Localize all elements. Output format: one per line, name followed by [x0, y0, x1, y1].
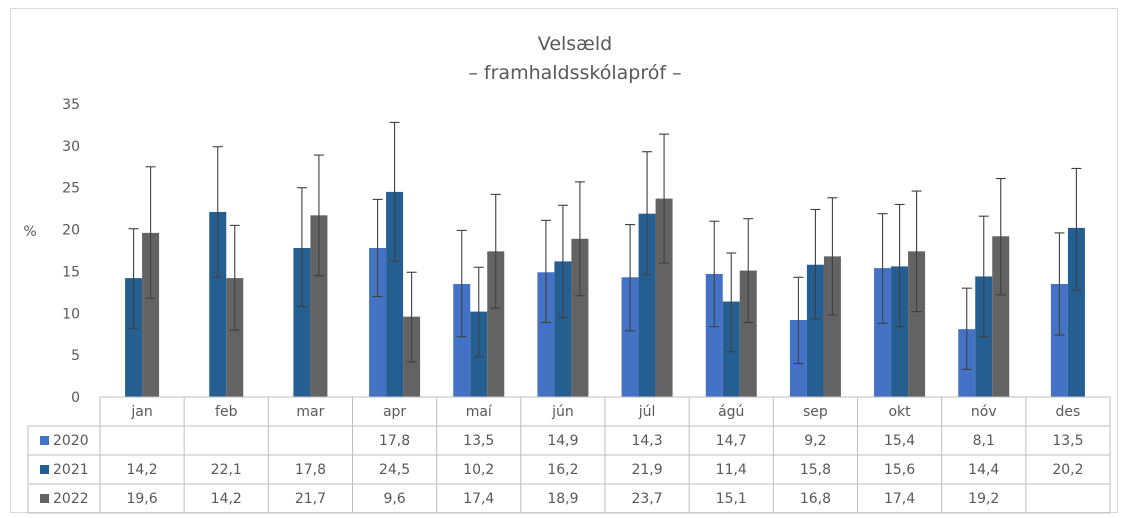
bar-2022-ágú — [739, 270, 757, 397]
x-tick-label: sep — [803, 404, 828, 420]
y-tick-label: 5 — [71, 348, 80, 364]
x-tick-label: jún — [551, 404, 574, 420]
bar-2022-mar — [310, 215, 328, 397]
table-cell-value: 22,1 — [211, 462, 242, 478]
y-tick-label: 20 — [62, 223, 80, 239]
bar-2020-ágú — [705, 273, 723, 397]
x-tick-label: feb — [215, 404, 238, 420]
table-cell-value: 9,6 — [383, 491, 405, 507]
table-cell-value: 21,7 — [295, 491, 326, 507]
x-tick-label: nóv — [971, 404, 997, 420]
bar-2021-sep — [806, 264, 824, 397]
bar-2022-okt — [908, 251, 926, 397]
bar-2021-jan — [125, 278, 143, 397]
bar-2022-jún — [571, 238, 589, 397]
y-tick-label: 35 — [62, 97, 80, 113]
bars-layer — [125, 191, 1085, 397]
legend-swatch-2020 — [40, 436, 49, 445]
table-cell-value: 24,5 — [379, 462, 410, 478]
table-cell-value: 14,3 — [631, 433, 662, 449]
x-tick-label: jan — [130, 404, 152, 420]
bar-2021-júl — [638, 213, 656, 397]
table-cell-value: 13,5 — [463, 433, 494, 449]
table-cell-value: 19,6 — [126, 491, 157, 507]
table-cell-value: 17,4 — [463, 491, 494, 507]
bar-2022-jan — [142, 232, 160, 397]
bar-2022-maí — [487, 251, 505, 397]
x-tick-label: maí — [466, 404, 493, 420]
x-tick-label: júl — [638, 404, 656, 420]
bar-2021-apr — [386, 191, 404, 397]
chart-frame — [10, 8, 1118, 513]
table-cell-value: 14,2 — [211, 491, 242, 507]
bar-2022-nóv — [992, 236, 1010, 397]
table-cell-value: 14,4 — [968, 462, 999, 478]
error-bars-layer — [128, 121, 1082, 370]
bar-2022-sep — [823, 256, 841, 397]
table-cell-value: 10,2 — [463, 462, 494, 478]
y-tick-label: 25 — [62, 181, 80, 197]
y-tick-label: 30 — [62, 139, 80, 155]
bar-2020-des — [1050, 283, 1068, 397]
x-tick-label: mar — [296, 404, 324, 420]
table-cell-value: 16,8 — [800, 491, 831, 507]
x-tick-label: okt — [888, 404, 911, 420]
y-axis-label: % — [23, 224, 36, 240]
table-cell-value: 15,8 — [800, 462, 831, 478]
bar-2020-apr — [369, 247, 387, 397]
y-tick-label: 0 — [71, 390, 80, 406]
table-cell-value: 20,2 — [1052, 462, 1083, 478]
bar-2022-feb — [226, 278, 244, 397]
legend-label-2020: 2020 — [53, 433, 89, 449]
table-cell-value: 13,5 — [1052, 433, 1083, 449]
y-tick-label: 10 — [62, 306, 80, 322]
table-cell-value: 15,6 — [884, 462, 915, 478]
bar-2022-júl — [655, 198, 673, 397]
legend-label-2022: 2022 — [53, 491, 89, 507]
table-cell-value: 23,7 — [631, 491, 662, 507]
y-axis-ticks: 0 5 10 15 20 25 30 35 — [62, 97, 80, 406]
data-table: jan feb mar apr maí jún júl ágú sep okt nóv des 2020… — [27, 396, 1111, 514]
x-tick-label: ágú — [718, 404, 744, 420]
bar-2021-mar — [293, 247, 311, 397]
legend-label-2021: 2021 — [53, 462, 89, 478]
chart-subtitle: – framhaldsskólapróf – — [468, 62, 681, 84]
table-cell-value: 21,9 — [631, 462, 662, 478]
table-cell-value: 14,9 — [547, 433, 578, 449]
bar-2021-jún — [554, 261, 572, 397]
table-cell-value: 9,2 — [804, 433, 826, 449]
table-cell-value: 18,9 — [547, 491, 578, 507]
y-tick-label: 15 — [62, 264, 80, 280]
chart-title: Velsæld — [538, 33, 612, 55]
bar-2020-jún — [537, 272, 555, 397]
table-cell-value: 17,8 — [379, 433, 410, 449]
table-cell-value: 16,2 — [547, 462, 578, 478]
x-tick-label: des — [1056, 404, 1081, 420]
table-cell-value: 11,4 — [716, 462, 747, 478]
bar-2020-okt — [874, 268, 892, 397]
bar-2021-des — [1067, 227, 1085, 397]
bar-2021-okt — [891, 266, 909, 397]
table-cell-value: 15,1 — [716, 491, 747, 507]
table-cell-value: 8,1 — [973, 433, 995, 449]
table-cell-value: 14,2 — [126, 462, 157, 478]
bar-2020-maí — [453, 283, 471, 397]
table-cell-value: 17,4 — [884, 491, 915, 507]
table-cell-value: 14,7 — [716, 433, 747, 449]
bar-2021-feb — [209, 211, 227, 397]
table-cell-value: 15,4 — [884, 433, 915, 449]
bar-2020-júl — [621, 277, 639, 397]
legend-swatch-2022 — [40, 494, 49, 503]
table-cell-value: 19,2 — [968, 491, 999, 507]
legend-swatch-2021 — [40, 465, 49, 474]
x-tick-label: apr — [383, 404, 406, 420]
table-cell-value: 17,8 — [295, 462, 326, 478]
